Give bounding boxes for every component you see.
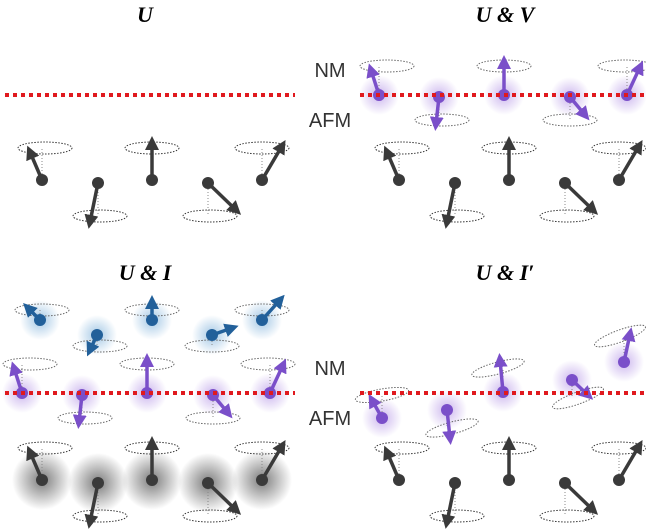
- spin-site: [256, 174, 268, 186]
- spin-site: [503, 474, 515, 486]
- spin-site: [393, 474, 405, 486]
- spin-site: [92, 477, 104, 489]
- spin-site: [146, 314, 158, 326]
- spin-site: [146, 174, 158, 186]
- spin-site: [146, 474, 158, 486]
- spin-site: [34, 314, 46, 326]
- spin-site: [92, 177, 104, 189]
- spin-site: [613, 474, 625, 486]
- precession-orbit: [3, 358, 57, 370]
- spin-site: [91, 329, 103, 341]
- nm-label: NM: [314, 358, 345, 380]
- precession-orbit: [540, 210, 594, 222]
- spin-site: [36, 174, 48, 186]
- spin-site: [449, 177, 461, 189]
- afm-label: AFM: [309, 408, 351, 430]
- precession-orbit: [540, 510, 594, 522]
- spin-site: [559, 177, 571, 189]
- spin-site: [256, 314, 268, 326]
- precession-orbit: [430, 210, 484, 222]
- spin-site: [393, 174, 405, 186]
- precession-orbit: [430, 510, 484, 522]
- spin-site: [449, 477, 461, 489]
- spin-site: [503, 174, 515, 186]
- panel-title: U & I′: [476, 260, 535, 285]
- panel-title: U & I: [119, 260, 173, 285]
- panel-title: U: [137, 2, 154, 27]
- spin-site: [36, 474, 48, 486]
- precession-orbit: [183, 210, 237, 222]
- spin-site: [618, 356, 630, 368]
- precession-orbit: [241, 358, 295, 370]
- spin-site: [613, 174, 625, 186]
- figure: U U & V U & I U & I′ NM AFM NM AFM: [0, 0, 646, 529]
- spin-site: [559, 477, 571, 489]
- spin-site: [566, 374, 578, 386]
- nm-label: NM: [314, 60, 345, 82]
- spin-site: [206, 329, 218, 341]
- precession-orbit: [375, 142, 429, 154]
- precession-orbit: [18, 142, 72, 154]
- spin-site: [202, 177, 214, 189]
- spin-site: [376, 412, 388, 424]
- spin-site: [441, 404, 453, 416]
- panel-title: U & V: [476, 2, 537, 27]
- precession-orbit: [375, 442, 429, 454]
- afm-label: AFM: [309, 110, 351, 132]
- precession-orbit: [360, 60, 414, 72]
- precession-orbit: [73, 210, 127, 222]
- spin-site: [202, 477, 214, 489]
- spin-site: [256, 474, 268, 486]
